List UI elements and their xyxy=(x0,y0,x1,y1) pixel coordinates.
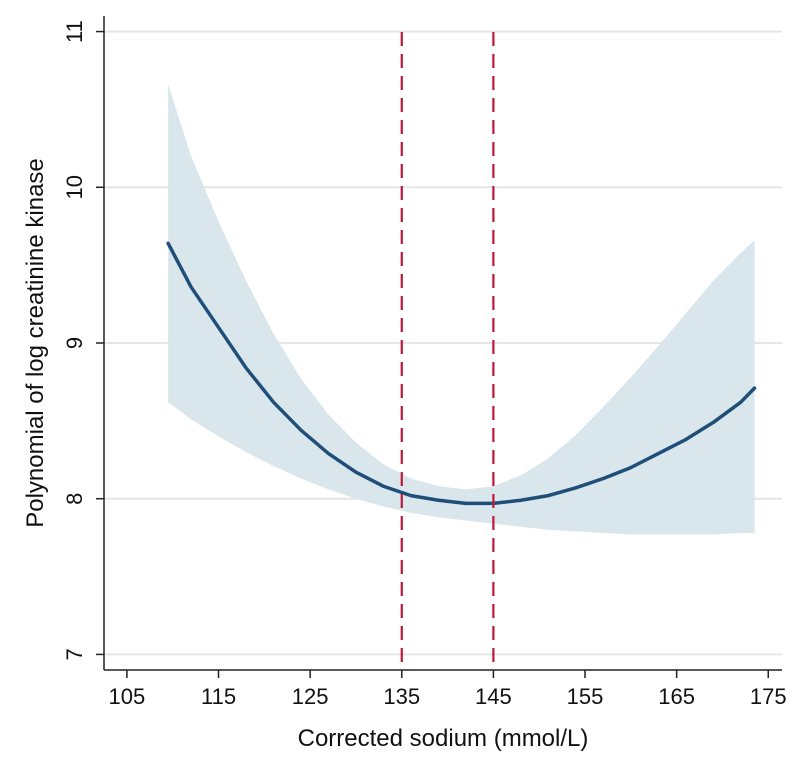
confidence-band-layer xyxy=(168,84,755,535)
y-tick-label-11: 11 xyxy=(62,20,87,43)
x-tick-label-145: 145 xyxy=(475,684,512,709)
y-tick-label-8: 8 xyxy=(62,493,87,505)
axes xyxy=(96,16,782,678)
x-tick-label-175: 175 xyxy=(750,684,787,709)
x-tick-label-125: 125 xyxy=(292,684,329,709)
confidence-band xyxy=(168,84,755,535)
tick-labels: 7 8 9 10 11 105 115 125 135 145 155 165 175 xyxy=(62,20,787,709)
y-tick-label-7: 7 xyxy=(62,648,87,660)
y-axis-title: Polynomial of log creatinine kinase xyxy=(22,158,49,528)
x-tick-label-115: 115 xyxy=(201,684,236,709)
fitted-line-layer xyxy=(166,241,757,506)
y-tick-label-10: 10 xyxy=(62,175,87,199)
x-tick-label-105: 105 xyxy=(109,684,146,709)
fitted-line xyxy=(166,241,757,506)
x-tick-label-155: 155 xyxy=(567,684,604,709)
x-axis-title: Corrected sodium (mmol/L) xyxy=(298,725,589,752)
x-tick-label-165: 165 xyxy=(658,684,695,709)
y-tick-label-9: 9 xyxy=(62,337,87,349)
x-tick-label-135: 135 xyxy=(383,684,420,709)
reference-lines xyxy=(400,32,495,670)
